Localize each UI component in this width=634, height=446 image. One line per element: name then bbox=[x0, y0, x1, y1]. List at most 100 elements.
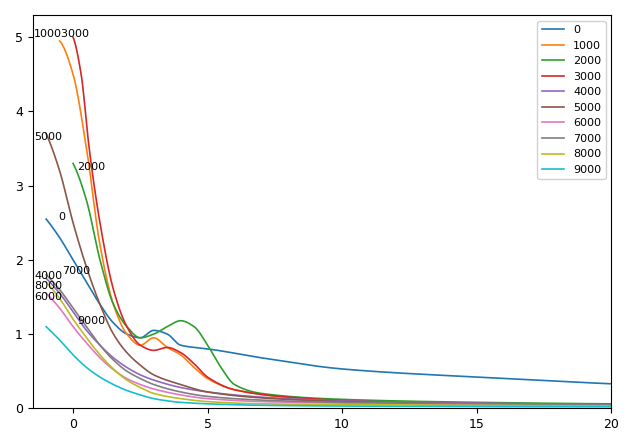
2000 bbox=[325, 396, 332, 401]
7000 bbox=[607, 402, 615, 407]
2000 bbox=[389, 398, 397, 404]
2000 bbox=[607, 401, 615, 406]
3000 bbox=[328, 397, 335, 403]
3000 bbox=[360, 399, 368, 404]
9000 bbox=[348, 404, 356, 409]
Line: 7000: 7000 bbox=[46, 275, 611, 405]
7000 bbox=[311, 399, 318, 405]
8000 bbox=[607, 403, 615, 409]
7000 bbox=[378, 400, 386, 405]
Line: 5000: 5000 bbox=[46, 134, 611, 405]
0 bbox=[505, 376, 513, 381]
Line: 0: 0 bbox=[46, 219, 611, 384]
9000 bbox=[378, 404, 386, 409]
5000 bbox=[378, 400, 386, 405]
6000 bbox=[348, 401, 356, 406]
9000 bbox=[42, 324, 50, 329]
8000 bbox=[311, 402, 318, 407]
5000 bbox=[607, 402, 615, 407]
Text: 2000: 2000 bbox=[77, 162, 105, 172]
4000 bbox=[593, 402, 601, 407]
6000 bbox=[42, 291, 50, 296]
4000 bbox=[505, 401, 513, 406]
8000 bbox=[378, 402, 386, 408]
7000 bbox=[314, 399, 321, 405]
2000 bbox=[69, 161, 77, 166]
Text: 0: 0 bbox=[58, 212, 65, 222]
5000 bbox=[593, 402, 601, 407]
1000 bbox=[321, 397, 328, 402]
3000 bbox=[510, 401, 518, 407]
Text: 4000: 4000 bbox=[34, 271, 62, 281]
1000 bbox=[56, 38, 63, 44]
6000 bbox=[311, 400, 318, 405]
4000 bbox=[607, 402, 615, 407]
0 bbox=[607, 381, 615, 387]
5000 bbox=[311, 398, 318, 403]
0 bbox=[311, 363, 318, 368]
5000 bbox=[505, 401, 513, 407]
Legend: 0, 1000, 2000, 3000, 4000, 5000, 6000, 7000, 8000, 9000: 0, 1000, 2000, 3000, 4000, 5000, 6000, 7… bbox=[538, 21, 605, 179]
1000 bbox=[318, 397, 325, 402]
4000 bbox=[42, 276, 50, 281]
5000 bbox=[348, 399, 356, 405]
3000 bbox=[594, 402, 602, 407]
Line: 1000: 1000 bbox=[60, 41, 611, 405]
7000 bbox=[348, 400, 356, 405]
2000 bbox=[360, 397, 368, 403]
Line: 8000: 8000 bbox=[46, 282, 611, 406]
6000 bbox=[607, 403, 615, 408]
7000 bbox=[42, 272, 50, 277]
2000 bbox=[510, 400, 518, 405]
3000 bbox=[325, 397, 332, 402]
Line: 3000: 3000 bbox=[73, 37, 611, 405]
5000 bbox=[314, 398, 321, 404]
0 bbox=[378, 369, 386, 375]
7000 bbox=[593, 402, 601, 407]
8000 bbox=[505, 403, 513, 408]
1000 bbox=[354, 399, 362, 404]
Text: 5000: 5000 bbox=[34, 132, 62, 142]
8000 bbox=[593, 403, 601, 409]
1000 bbox=[384, 400, 392, 405]
Line: 4000: 4000 bbox=[46, 278, 611, 405]
6000 bbox=[505, 402, 513, 408]
0 bbox=[42, 216, 50, 222]
9000 bbox=[607, 404, 615, 409]
4000 bbox=[314, 397, 321, 403]
0 bbox=[593, 380, 601, 386]
9000 bbox=[314, 403, 321, 409]
Text: 7000: 7000 bbox=[62, 266, 91, 276]
Text: 6000: 6000 bbox=[34, 292, 62, 302]
9000 bbox=[505, 404, 513, 409]
4000 bbox=[348, 398, 356, 404]
2000 bbox=[594, 401, 602, 406]
Line: 9000: 9000 bbox=[46, 326, 611, 407]
9000 bbox=[593, 404, 601, 409]
2000 bbox=[328, 396, 335, 402]
8000 bbox=[42, 280, 50, 285]
Line: 6000: 6000 bbox=[46, 293, 611, 405]
7000 bbox=[505, 401, 513, 407]
3000 bbox=[607, 402, 615, 407]
Text: 9000: 9000 bbox=[77, 316, 105, 326]
6000 bbox=[314, 400, 321, 405]
8000 bbox=[348, 402, 356, 407]
Text: 10003000: 10003000 bbox=[34, 29, 90, 38]
3000 bbox=[69, 35, 77, 40]
0 bbox=[314, 363, 321, 369]
8000 bbox=[314, 402, 321, 407]
Text: 8000: 8000 bbox=[34, 281, 62, 291]
4000 bbox=[311, 397, 318, 403]
4000 bbox=[378, 399, 386, 405]
3000 bbox=[389, 400, 397, 405]
Line: 2000: 2000 bbox=[73, 163, 611, 404]
9000 bbox=[311, 403, 318, 409]
1000 bbox=[508, 401, 515, 407]
1000 bbox=[594, 402, 602, 407]
6000 bbox=[378, 401, 386, 406]
5000 bbox=[42, 131, 50, 136]
1000 bbox=[607, 402, 615, 407]
0 bbox=[348, 367, 356, 372]
6000 bbox=[593, 403, 601, 408]
